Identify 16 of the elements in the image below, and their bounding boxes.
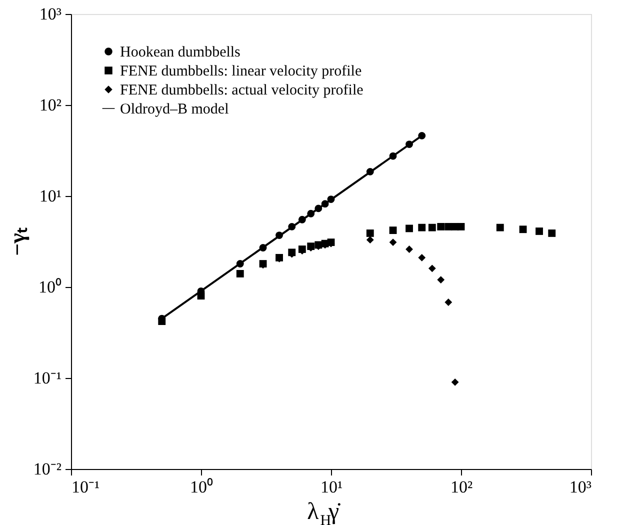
x-tick-label: 10¹ bbox=[320, 478, 343, 496]
y-tick-label: 10⁰ bbox=[38, 278, 62, 296]
y-tick-label: 10¹ bbox=[39, 186, 62, 206]
legend-label: Oldroyd–B model bbox=[120, 102, 229, 118]
y-tick-label: 10³ bbox=[39, 4, 62, 24]
y-tick-label: 10⁻² bbox=[33, 460, 62, 478]
x-tick-label: 10³ bbox=[569, 478, 592, 496]
y-tick-label: 10⁻¹ bbox=[33, 368, 62, 388]
legend-label: FENE dumbbells: actual velocity profile bbox=[120, 82, 364, 98]
legend-label: FENE dumbbells: linear velocity profile bbox=[120, 64, 362, 80]
y-tick-label: 10² bbox=[39, 96, 62, 114]
x-tick-label: 10⁻¹ bbox=[72, 478, 100, 496]
y-axis-title: −γₜ bbox=[4, 227, 30, 256]
x-tick-label: 10⁰ bbox=[190, 478, 213, 496]
x-tick-label: 10² bbox=[450, 478, 473, 496]
legend-label: Hookean dumbbells bbox=[120, 44, 241, 60]
